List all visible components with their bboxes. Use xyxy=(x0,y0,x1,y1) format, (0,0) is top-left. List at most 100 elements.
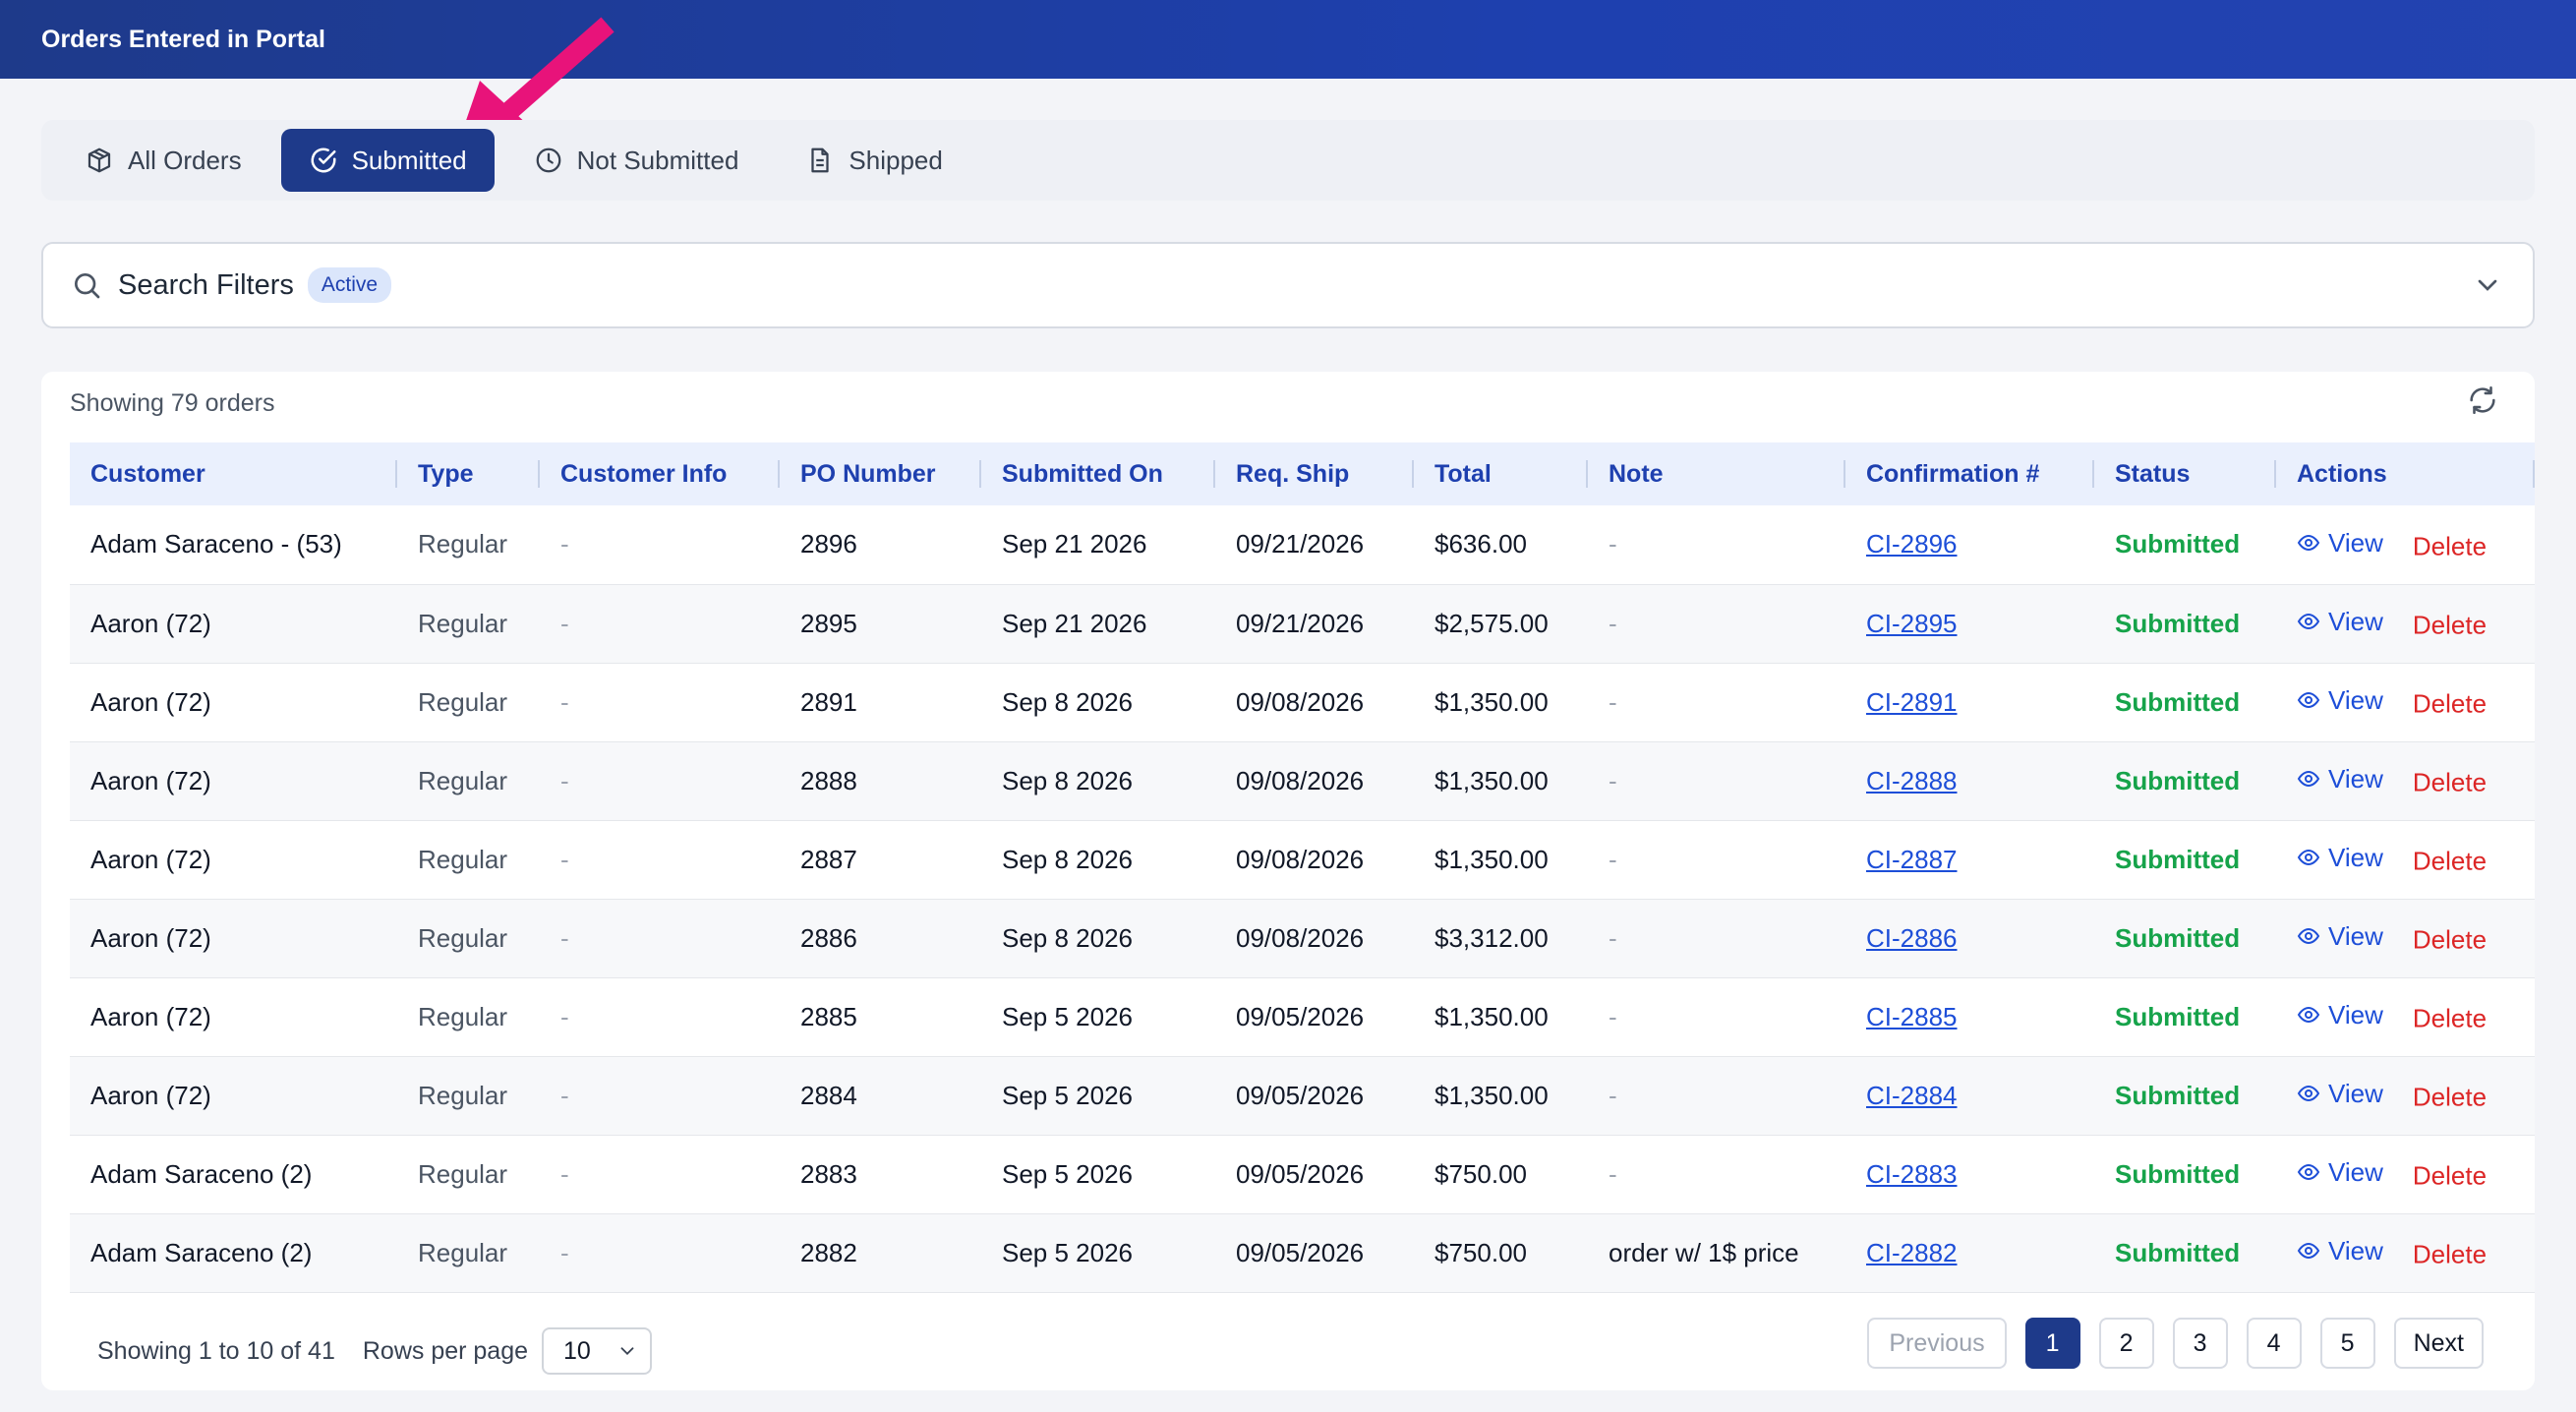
next-page-button[interactable]: Next xyxy=(2393,1318,2484,1369)
column-header-po-number[interactable]: PO Number xyxy=(780,442,981,505)
column-header-req-ship[interactable]: Req. Ship xyxy=(1215,442,1414,505)
cell-submitted-on: Sep 5 2026 xyxy=(1002,1237,1134,1267)
delete-button[interactable]: Delete xyxy=(2412,531,2488,560)
confirmation-link[interactable]: CI-2895 xyxy=(1866,608,1958,638)
page-button-4[interactable]: 4 xyxy=(2246,1318,2302,1369)
tab-not-submitted[interactable]: Not Submitted xyxy=(506,129,767,192)
view-button[interactable]: View xyxy=(2297,1236,2383,1266)
view-button[interactable]: View xyxy=(2297,764,2383,794)
cell-req-ship: 09/21/2026 xyxy=(1236,608,1365,638)
search-filters-toggle[interactable]: Search Filters Active xyxy=(41,242,2535,328)
column-header-submitted-on[interactable]: Submitted On xyxy=(981,442,1215,505)
confirmation-link[interactable]: CI-2884 xyxy=(1866,1080,1958,1110)
cell-type: Regular xyxy=(418,765,508,795)
view-button[interactable]: View xyxy=(2297,1157,2383,1188)
cell-req-ship: 09/05/2026 xyxy=(1236,1237,1365,1267)
previous-page-button[interactable]: Previous xyxy=(1867,1318,2007,1369)
eye-icon xyxy=(2297,534,2320,552)
column-header-type[interactable]: Type xyxy=(397,442,540,505)
page-button-3[interactable]: 3 xyxy=(2172,1318,2228,1369)
rows-per-page-label: Rows per page xyxy=(362,1336,529,1365)
delete-button[interactable]: Delete xyxy=(2412,1082,2488,1112)
cell-note: order w/ 1$ price xyxy=(1609,1237,1799,1267)
cell-customer: Aaron (72) xyxy=(90,608,211,638)
delete-button[interactable]: Delete xyxy=(2412,767,2488,797)
view-button[interactable]: View xyxy=(2297,843,2383,873)
cell-note: - xyxy=(1609,1001,1617,1031)
view-button[interactable]: View xyxy=(2297,607,2383,637)
document-icon xyxy=(811,147,830,173)
cell-confirmation: CI-2882 xyxy=(1845,1213,2094,1292)
view-button[interactable]: View xyxy=(2297,685,2383,716)
column-header-customer[interactable]: Customer xyxy=(70,442,397,505)
cell-customer: Aaron (72) xyxy=(90,1001,211,1031)
cell-total: $1,350.00 xyxy=(1434,765,1549,795)
cell-confirmation: CI-2883 xyxy=(1845,1135,2094,1213)
tab-shipped[interactable]: Shipped xyxy=(778,129,969,192)
cell-type: Regular xyxy=(418,1080,508,1110)
confirmation-link[interactable]: CI-2885 xyxy=(1866,1001,1958,1031)
view-button[interactable]: View xyxy=(2297,528,2383,559)
tab-all-orders[interactable]: All Orders xyxy=(75,129,269,192)
tab-submitted[interactable]: Submitted xyxy=(280,129,495,192)
column-header-status[interactable]: Status xyxy=(2094,442,2276,505)
delete-button[interactable]: Delete xyxy=(2412,688,2488,719)
rows-per-page-select[interactable]: 10 xyxy=(542,1327,653,1375)
column-header-confirmation[interactable]: Confirmation # xyxy=(1845,442,2094,505)
confirmation-link[interactable]: CI-2883 xyxy=(1866,1158,1958,1189)
delete-button[interactable]: Delete xyxy=(2412,924,2488,955)
cell-customer: Aaron (72) xyxy=(90,844,211,874)
delete-button[interactable]: Delete xyxy=(2412,846,2488,876)
column-header-note[interactable]: Note xyxy=(1588,442,1845,505)
orders-table: Customer Type Customer Info PO Number Su… xyxy=(70,442,2535,1293)
cell-confirmation: CI-2896 xyxy=(1845,505,2094,584)
delete-button[interactable]: Delete xyxy=(2412,1160,2488,1191)
cell-status: Submitted xyxy=(2094,820,2276,899)
view-button[interactable]: View xyxy=(2297,921,2383,952)
cell-total: $1,350.00 xyxy=(1434,686,1549,717)
page-button-5[interactable]: 5 xyxy=(2319,1318,2375,1369)
cell-total: $1,350.00 xyxy=(1434,844,1549,874)
confirmation-link[interactable]: CI-2896 xyxy=(1866,529,1958,559)
cell-customer: Aaron (72) xyxy=(90,922,211,953)
cell-status: Submitted xyxy=(2094,1056,2276,1135)
confirmation-link[interactable]: CI-2882 xyxy=(1866,1237,1958,1267)
confirmation-link[interactable]: CI-2887 xyxy=(1866,844,1958,874)
cell-submitted-on: Sep 21 2026 xyxy=(1002,529,1147,559)
column-header-total[interactable]: Total xyxy=(1414,442,1588,505)
page-button-1[interactable]: 1 xyxy=(2024,1318,2080,1369)
cell-confirmation: CI-2886 xyxy=(1845,899,2094,977)
status-text: Submitted xyxy=(2115,844,2241,874)
delete-button[interactable]: Delete xyxy=(2412,610,2488,640)
cell-note: - xyxy=(1609,1080,1617,1110)
column-header-customer-info[interactable]: Customer Info xyxy=(540,442,780,505)
chevron-down-icon[interactable] xyxy=(2472,269,2503,301)
cell-customer-info: - xyxy=(560,529,569,559)
cell-type: Regular xyxy=(418,1237,508,1267)
delete-button[interactable]: Delete xyxy=(2412,1003,2488,1033)
cell-actions: View Delete xyxy=(2276,741,2535,820)
view-button[interactable]: View xyxy=(2297,1079,2383,1109)
confirmation-link[interactable]: CI-2886 xyxy=(1866,922,1958,953)
pagination-controls: Previous 1 2 3 4 5 Next xyxy=(1848,1318,2484,1369)
cell-req-ship: 09/05/2026 xyxy=(1236,1001,1365,1031)
eye-icon xyxy=(2297,850,2320,866)
confirmation-link[interactable]: CI-2888 xyxy=(1866,765,1958,795)
app-header: Orders Entered in Portal xyxy=(0,0,2576,79)
cell-type: Regular xyxy=(418,1001,508,1031)
cell-po-number: 2891 xyxy=(800,686,857,717)
cell-req-ship: 09/08/2026 xyxy=(1236,686,1365,717)
refresh-icon[interactable] xyxy=(2466,383,2499,417)
table-row: Aaron (72) Regular - 2891 Sep 8 2026 09/08/20… xyxy=(70,663,2535,741)
cell-status: Submitted xyxy=(2094,584,2276,663)
confirmation-link[interactable]: CI-2891 xyxy=(1866,686,1958,717)
view-button[interactable]: View xyxy=(2297,1000,2383,1030)
cell-status: Submitted xyxy=(2094,1213,2276,1292)
cell-submitted-on: Sep 8 2026 xyxy=(1002,844,1134,874)
eye-icon xyxy=(2297,1007,2320,1024)
cell-submitted-on: Sep 8 2026 xyxy=(1002,686,1134,717)
page-button-2[interactable]: 2 xyxy=(2098,1318,2154,1369)
cell-note: - xyxy=(1609,765,1617,795)
cell-customer: Aaron (72) xyxy=(90,686,211,717)
delete-button[interactable]: Delete xyxy=(2412,1239,2488,1269)
